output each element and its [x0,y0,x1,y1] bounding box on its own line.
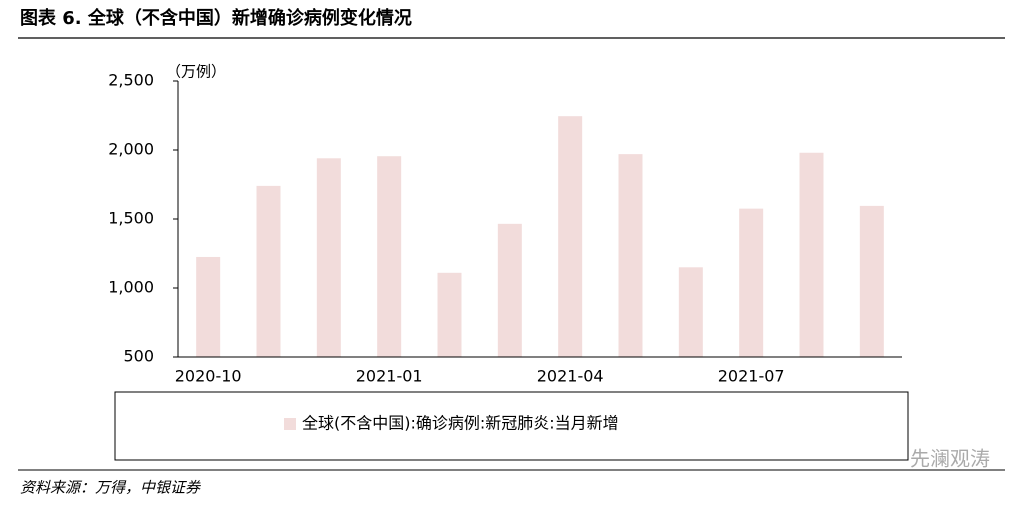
legend-label: 全球(不含中国):确诊病例:新冠肺炎:当月新增 [302,414,619,433]
y-tick-label: 500 [123,347,154,366]
source: 资料来源：万得，中银证券 [20,479,201,497]
bar [316,158,341,357]
bar [256,185,281,357]
bar [437,272,462,357]
y-tick-label: 1,000 [108,278,154,297]
bar [497,223,522,357]
bar [799,152,824,357]
chart-title: 图表 6. 全球（不含中国）新增确诊病例变化情况 [20,7,412,29]
y-tick-label: 2,500 [108,71,154,90]
legend-swatch [284,418,296,430]
bar [859,205,884,357]
x-tick-label: 2021-04 [537,367,604,386]
y-tick-label: 1,500 [108,209,154,228]
legend-box [114,391,909,461]
y-tick-label: 2,000 [108,140,154,159]
bar [377,156,402,357]
y-unit: （万例） [166,63,226,81]
x-tick-label: 2021-01 [356,367,423,386]
bar [196,256,221,357]
bar [558,116,583,357]
watermark: 先澜观涛 [910,447,990,471]
bar [618,154,643,357]
x-tick-label: 2021-07 [718,367,785,386]
bar [678,267,703,357]
x-tick-label: 2020-10 [175,367,242,386]
bar [739,208,764,357]
